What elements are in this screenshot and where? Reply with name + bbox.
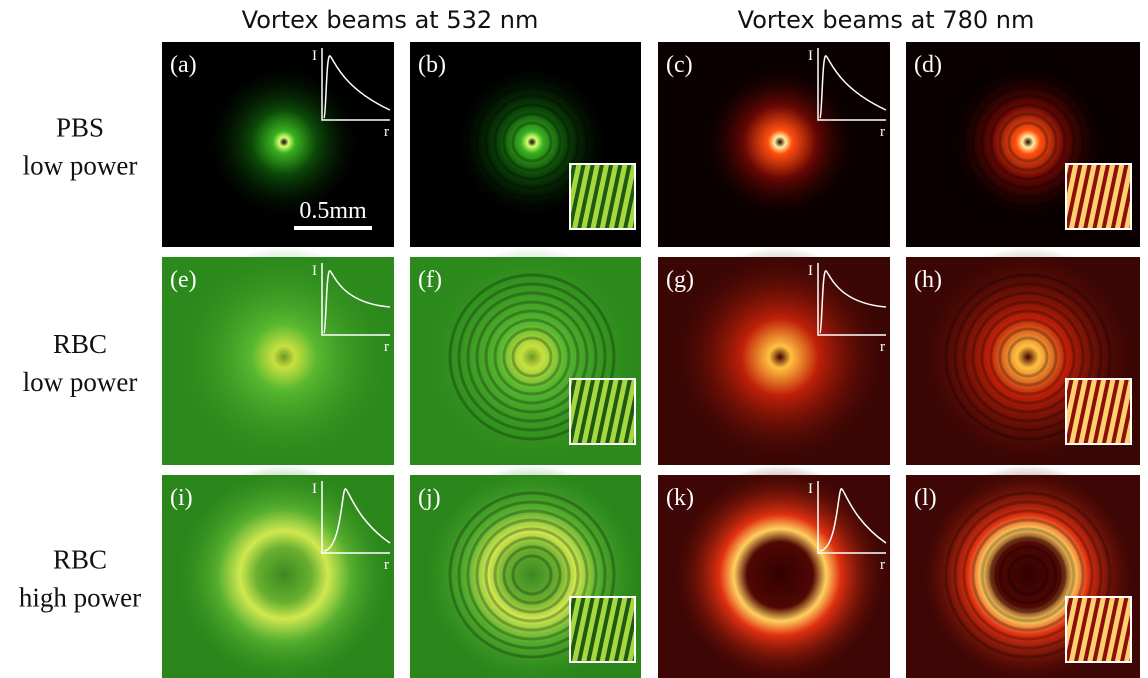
inset-x-label: r	[880, 339, 885, 355]
inset-y-label: I	[312, 481, 317, 497]
beam	[700, 62, 860, 222]
panel-label: (h)	[914, 267, 942, 293]
row-label: RBC	[53, 545, 107, 575]
inset-x-label: r	[880, 124, 885, 140]
panel-label: (i)	[170, 485, 193, 511]
inset-x-label: r	[384, 557, 389, 573]
inset-y-label: I	[312, 48, 317, 64]
row-label: RBC	[53, 329, 107, 359]
inset-y-label: I	[808, 48, 813, 64]
zoom-inset	[570, 597, 635, 662]
beam	[174, 247, 394, 467]
zoom-inset	[1066, 164, 1131, 229]
inset-y-label: I	[808, 263, 813, 279]
beam	[174, 465, 394, 678]
zoom-inset	[570, 379, 635, 444]
panel-label: (l)	[914, 485, 937, 511]
panel-label: (k)	[666, 485, 694, 511]
row-label: low power	[23, 151, 138, 181]
zoom-inset	[1066, 597, 1131, 662]
row-label: PBS	[56, 113, 104, 143]
panel-label: (j)	[418, 485, 441, 511]
inset-x-label: r	[384, 339, 389, 355]
inset-y-label: I	[312, 263, 317, 279]
column-header: Vortex beams at 780 nm	[738, 6, 1035, 34]
inset-x-label: r	[384, 124, 389, 140]
inset-x-label: r	[880, 557, 885, 573]
figure: Vortex beams at 532 nm Vortex beams at 7…	[0, 0, 1148, 678]
panel-label: (b)	[418, 52, 446, 78]
scale-bar-label: 0.5mm	[299, 198, 367, 224]
panel-label: (g)	[666, 267, 694, 293]
zoom-inset	[1066, 379, 1131, 444]
zoom-inset	[570, 164, 635, 229]
column-header: Vortex beams at 532 nm	[242, 6, 539, 34]
beam	[670, 465, 890, 678]
row-label: low power	[23, 367, 138, 397]
inset-y-label: I	[808, 481, 813, 497]
panel-label: (a)	[170, 52, 197, 78]
beam	[670, 247, 890, 467]
row-label: high power	[19, 583, 141, 613]
panel-label: (f)	[418, 267, 442, 293]
panel-label: (e)	[170, 267, 197, 293]
panel-label: (c)	[666, 52, 693, 78]
panel-label: (d)	[914, 52, 942, 78]
